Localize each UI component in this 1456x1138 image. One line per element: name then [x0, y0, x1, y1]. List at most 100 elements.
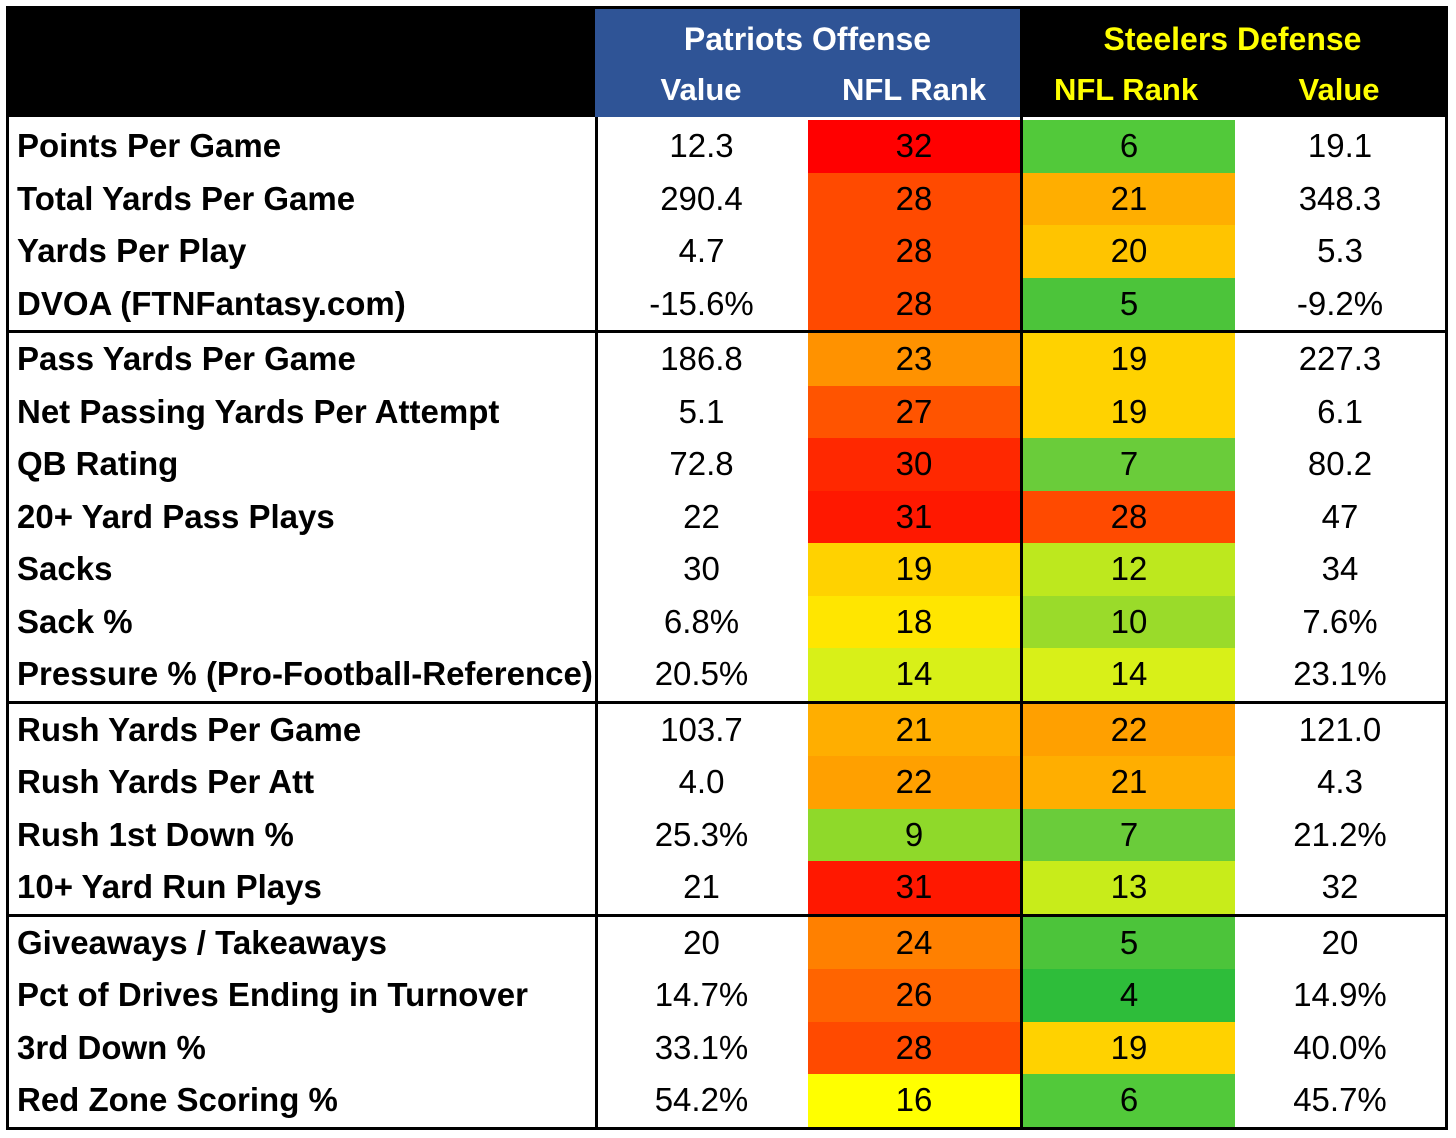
patriots-value-cell: 6.8% [663, 602, 740, 640]
table-row: Giveaways / Takeaways 20 24 5 20 [9, 916, 1445, 969]
patriots-value-cell: 33.1% [654, 1028, 749, 1066]
patriots-rank-cell: 28 [808, 172, 1020, 225]
steelers-value-cell: 348.3 [1298, 179, 1382, 217]
table-row: Total Yards Per Game 290.4 28 21 348.3 [9, 172, 1445, 225]
steelers-rank-cell: 5 [1023, 916, 1235, 969]
steelers-value-cell: 5.3 [1317, 232, 1363, 270]
steelers-value-cell: 121.0 [1298, 710, 1382, 748]
patriots-rank-cell: 19 [808, 543, 1020, 596]
stat-label: 3rd Down % [17, 1028, 206, 1066]
steelers-value-cell: 45.7% [1293, 1081, 1387, 1119]
table-row: Net Passing Yards Per Attempt 5.1 27 19 6.1 [9, 385, 1445, 438]
steelers-rank-cell: 5 [1023, 277, 1235, 330]
stat-label: Sack % [17, 602, 133, 640]
patriots-value-cell: -15.6% [649, 284, 754, 322]
steelers-defense-header: Steelers Defense NFL Rank Value [1020, 9, 1445, 117]
steelers-defense-title: Steelers Defense [1103, 21, 1362, 57]
patriots-offense-title: Patriots Offense [683, 21, 932, 57]
table-row: 20+ Yard Pass Plays 22 31 28 47 [9, 490, 1445, 543]
table-row: 10+ Yard Run Plays 21 31 13 32 [9, 861, 1445, 914]
steelers-rank-cell: 7 [1023, 808, 1235, 861]
steelers-value-cell: 80.2 [1307, 445, 1373, 483]
steelers-rank-header: NFL Rank [1053, 72, 1199, 107]
table-row: Pct of Drives Ending in Turnover 14.7% 26 4… [9, 969, 1445, 1022]
patriots-rank-cell: 28 [808, 225, 1020, 278]
steelers-value-cell: 20 [1321, 923, 1359, 961]
patriots-rank-cell: 22 [808, 756, 1020, 809]
patriots-value-cell: 21 [683, 868, 720, 906]
patriots-rank-cell: 24 [808, 916, 1020, 969]
stat-label: Total Yards Per Game [17, 179, 356, 217]
steelers-rank-cell: 6 [1023, 120, 1235, 173]
table-row: Pressure % (Pro-Football-Reference) 20.5%… [9, 648, 1445, 701]
patriots-rank-cell: 31 [808, 490, 1020, 543]
stat-label: 20+ Yard Pass Plays [17, 497, 335, 535]
header-blank-cell [9, 9, 595, 117]
steelers-rank-cell: 19 [1023, 1021, 1235, 1074]
steelers-rank-cell: 28 [1023, 490, 1235, 543]
patriots-value-cell: 14.7% [654, 976, 749, 1014]
stat-label: Net Passing Yards Per Attempt [17, 392, 500, 430]
patriots-value-cell: 4.0 [678, 763, 725, 801]
steelers-value-cell: 34 [1321, 550, 1359, 588]
table-row: Red Zone Scoring % 54.2% 16 6 45.7% [9, 1074, 1445, 1127]
patriots-value-cell: 54.2% [654, 1081, 749, 1119]
steelers-rank-cell: 21 [1023, 756, 1235, 809]
table-row: Rush Yards Per Att 4.0 22 21 4.3 [9, 756, 1445, 809]
patriots-rank-cell: 14 [808, 648, 1020, 701]
patriots-rank-cell: 9 [808, 808, 1020, 861]
patriots-rank-cell: 31 [808, 861, 1020, 914]
steelers-rank-cell: 19 [1023, 385, 1235, 438]
section-divider [9, 913, 1445, 917]
patriots-rank-cell: 32 [808, 120, 1020, 173]
patriots-value-cell: 4.7 [678, 232, 725, 270]
stat-label: Rush Yards Per Game [17, 710, 362, 748]
table-row: Sacks 30 19 12 34 [9, 543, 1445, 596]
steelers-rank-cell: 20 [1023, 225, 1235, 278]
steelers-value-cell: 40.0% [1293, 1028, 1387, 1066]
table-row: 3rd Down % 33.1% 28 19 40.0% [9, 1021, 1445, 1074]
steelers-value-cell: -9.2% [1296, 284, 1384, 322]
steelers-rank-cell: 10 [1023, 595, 1235, 648]
stat-label: Red Zone Scoring % [17, 1081, 338, 1119]
stat-label: Rush 1st Down % [17, 815, 294, 853]
section-divider [9, 330, 1445, 333]
patriots-value-cell: 72.8 [669, 445, 734, 483]
stats-comparison-table: Patriots Offense Value NFL Rank Steelers… [6, 6, 1448, 1130]
stat-label: Yards Per Play [17, 232, 247, 270]
stat-label: Pressure % (Pro-Football-Reference) [17, 655, 593, 693]
patriots-value-cell: 30 [683, 550, 720, 588]
patriots-rank-cell: 28 [808, 1021, 1020, 1074]
patriots-rank-cell: 28 [808, 277, 1020, 330]
steelers-value-cell: 32 [1321, 868, 1359, 906]
table-row: Points Per Game 12.3 32 6 19.1 [9, 120, 1445, 173]
steelers-value-header: Value [1298, 72, 1380, 107]
steelers-rank-cell: 12 [1023, 543, 1235, 596]
table-row: Rush Yards Per Game 103.7 21 22 121.0 [9, 703, 1445, 756]
steelers-rank-cell: 22 [1023, 703, 1235, 756]
patriots-value-header: Value [660, 72, 742, 107]
patriots-rank-cell: 26 [808, 969, 1020, 1022]
steelers-rank-cell: 7 [1023, 438, 1235, 491]
patriots-value-cell: 12.3 [669, 127, 734, 165]
patriots-value-cell: 25.3% [654, 815, 749, 853]
stat-label: QB Rating [17, 445, 179, 483]
table-row: Sack % 6.8% 18 10 7.6% [9, 595, 1445, 648]
patriots-rank-cell: 18 [808, 595, 1020, 648]
steelers-rank-cell: 13 [1023, 861, 1235, 914]
patriots-value-cell: 290.4 [660, 179, 743, 217]
label-column-divider [595, 117, 598, 1127]
patriots-rank-header: NFL Rank [841, 72, 987, 107]
offense-defense-divider [1020, 9, 1023, 1127]
patriots-value-cell: 103.7 [660, 710, 743, 748]
patriots-rank-cell: 23 [808, 333, 1020, 386]
patriots-rank-cell: 21 [808, 703, 1020, 756]
steelers-value-cell: 4.3 [1317, 763, 1363, 801]
steelers-value-cell: 227.3 [1298, 340, 1382, 378]
section-divider [9, 700, 1445, 704]
patriots-value-cell: 20.5% [654, 655, 749, 693]
stat-label: DVOA (FTNFantasy.com) [17, 284, 406, 322]
table-row: Rush 1st Down % 25.3% 9 7 21.2% [9, 808, 1445, 861]
patriots-rank-cell: 27 [808, 385, 1020, 438]
patriots-rank-cell: 16 [808, 1074, 1020, 1127]
